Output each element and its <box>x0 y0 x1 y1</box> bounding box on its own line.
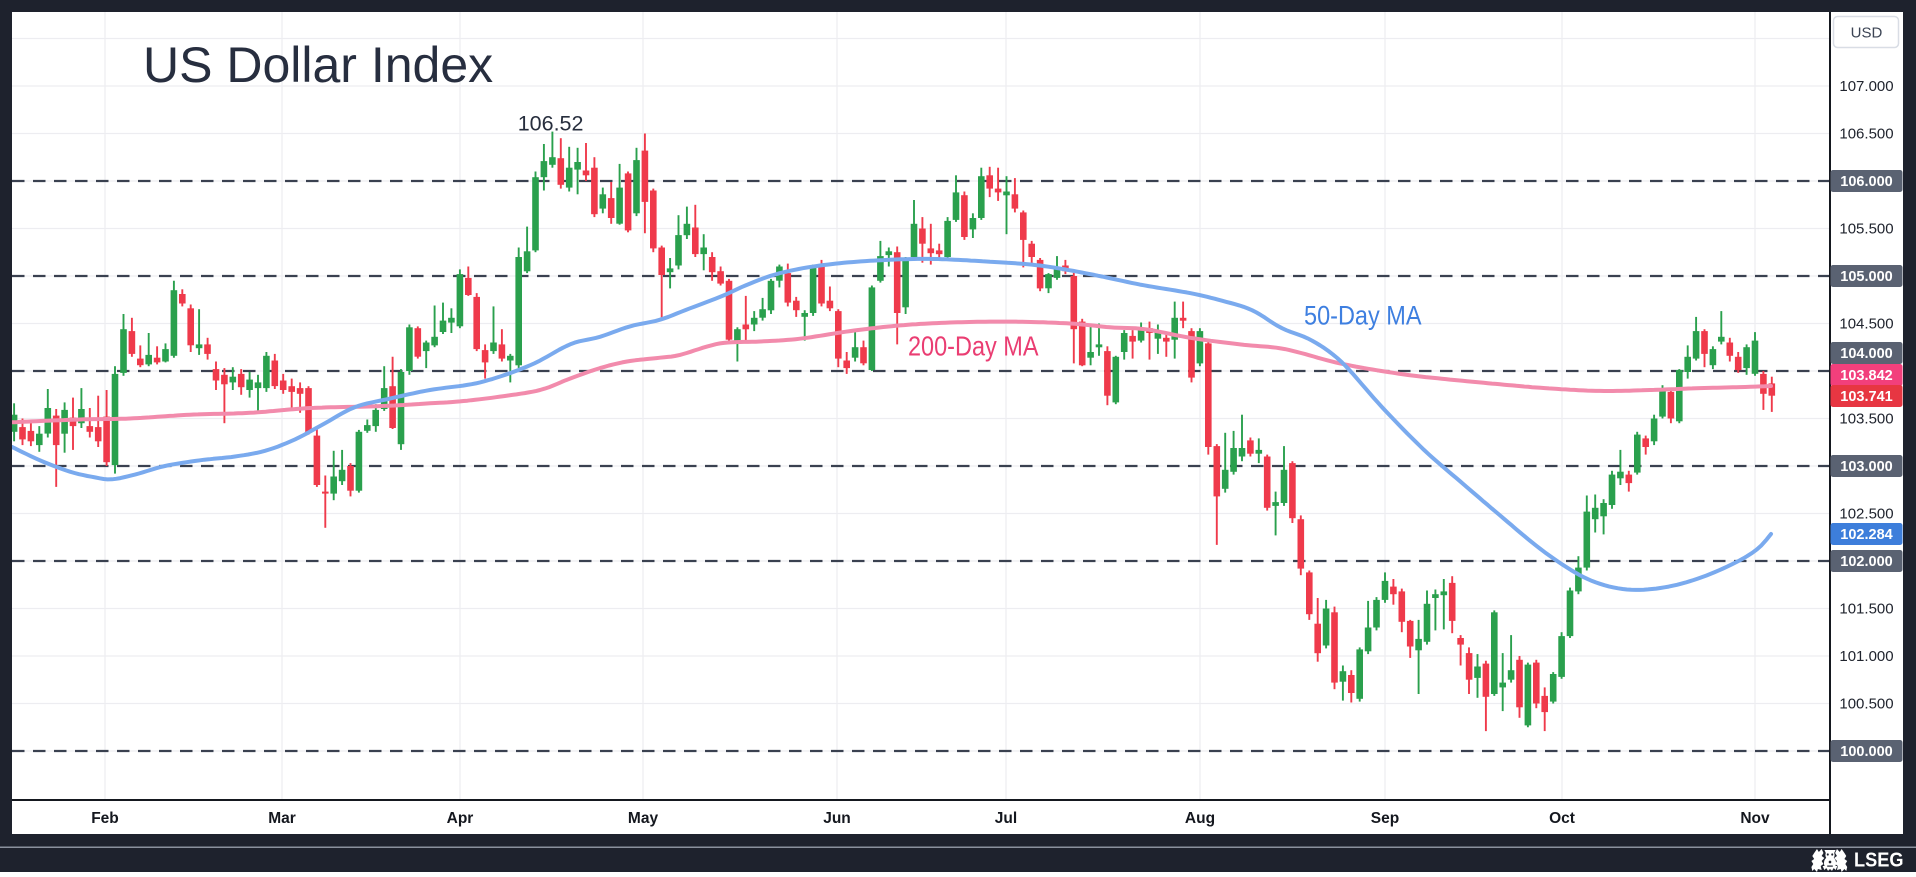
svg-text:105.000: 105.000 <box>1840 269 1892 285</box>
svg-text:May: May <box>628 810 659 827</box>
svg-text:102.284: 102.284 <box>1840 527 1892 543</box>
svg-text:Sep: Sep <box>1371 810 1399 827</box>
svg-text:LSEG: LSEG <box>1854 849 1904 872</box>
svg-text:103.741: 103.741 <box>1840 389 1892 405</box>
svg-text:104.500: 104.500 <box>1839 316 1893 333</box>
svg-text:Aug: Aug <box>1185 810 1215 827</box>
svg-text:102.500: 102.500 <box>1839 506 1893 523</box>
svg-text:103.842: 103.842 <box>1840 368 1892 384</box>
svg-text:103.000: 103.000 <box>1840 459 1892 475</box>
svg-text:Oct: Oct <box>1549 810 1575 827</box>
svg-text:107.000: 107.000 <box>1839 78 1893 95</box>
svg-text:Jul: Jul <box>995 810 1017 827</box>
svg-text:100.500: 100.500 <box>1839 696 1893 713</box>
svg-text:Nov: Nov <box>1740 810 1770 827</box>
svg-text:104.000: 104.000 <box>1840 346 1892 362</box>
svg-text:106.52: 106.52 <box>518 111 584 135</box>
svg-text:105.500: 105.500 <box>1839 221 1893 238</box>
svg-text:101.000: 101.000 <box>1839 648 1893 665</box>
svg-text:106.500: 106.500 <box>1839 126 1893 143</box>
svg-text:50-Day MA: 50-Day MA <box>1304 301 1422 331</box>
svg-text:106.000: 106.000 <box>1840 174 1892 190</box>
svg-text:200-Day MA: 200-Day MA <box>908 331 1039 362</box>
svg-text:102.000: 102.000 <box>1840 554 1892 570</box>
svg-text:Feb: Feb <box>91 810 119 827</box>
svg-text:US Dollar Index: US Dollar Index <box>143 37 493 93</box>
svg-text:Apr: Apr <box>447 810 474 827</box>
svg-text:101.500: 101.500 <box>1839 601 1893 618</box>
svg-text:103.500: 103.500 <box>1839 411 1893 428</box>
svg-text:USD: USD <box>1851 25 1883 42</box>
svg-text:100.000: 100.000 <box>1840 744 1892 760</box>
svg-text:Jun: Jun <box>823 810 851 827</box>
svg-text:Mar: Mar <box>268 810 296 827</box>
